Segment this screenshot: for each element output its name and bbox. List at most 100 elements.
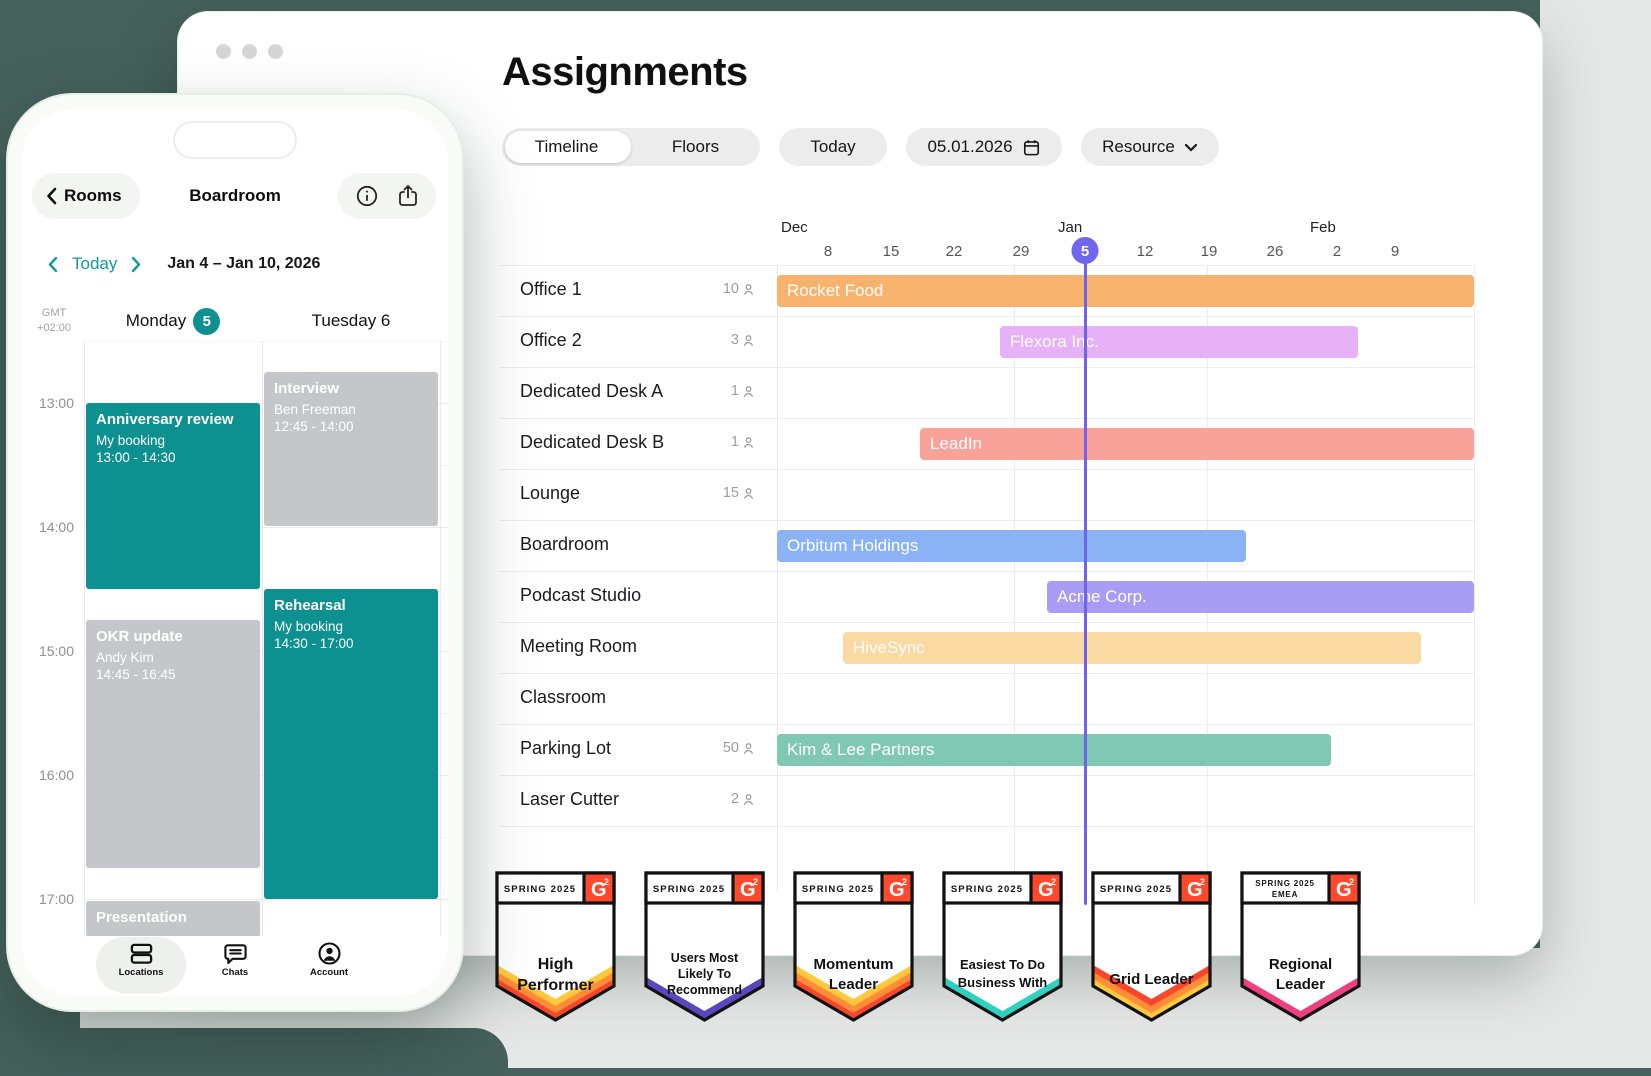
- person-icon: [742, 436, 755, 449]
- phone-screen: Rooms Boardroom Today Jan 4 – Jan: [22, 109, 448, 996]
- date-picker-button[interactable]: 05.01.2026: [906, 128, 1062, 166]
- chevron-left-icon[interactable]: [48, 256, 58, 273]
- tab-label: Chats: [221, 967, 249, 978]
- resource-row[interactable]: Parking Lot 50 Kim & Lee Partners: [500, 725, 1474, 776]
- timeline-tick[interactable]: 9: [1390, 243, 1400, 260]
- svg-text:EMEA: EMEA: [1272, 890, 1298, 899]
- resource-row-track[interactable]: Flexora Inc.: [777, 317, 1474, 367]
- resource-row-track[interactable]: Rocket Food: [777, 266, 1474, 316]
- svg-text:2: 2: [902, 877, 907, 887]
- g2-badge-users-most-likely-to-recommend: G 2 SPRING 2025 Users Most Likely To Recommen…: [641, 868, 768, 1028]
- resource-name: Parking Lot: [520, 738, 612, 758]
- back-button[interactable]: Rooms: [32, 173, 140, 219]
- resource-capacity: 15: [660, 485, 755, 501]
- calendar-event[interactable]: Presentation: [86, 901, 260, 936]
- view-toggle[interactable]: Timeline Floors: [502, 128, 760, 166]
- booking-bar[interactable]: HiveSync: [843, 632, 1421, 664]
- day-header-tuesday[interactable]: Tuesday 6: [311, 311, 391, 330]
- chevron-right-icon[interactable]: [131, 256, 141, 273]
- timeline-tick[interactable]: 15: [882, 243, 900, 260]
- resource-row-track[interactable]: [777, 776, 1474, 826]
- window-control-dot[interactable]: [242, 44, 257, 59]
- calendar-event[interactable]: Interview Ben Freeman 12:45 - 14:00: [264, 372, 438, 526]
- resource-dropdown[interactable]: Resource: [1081, 128, 1219, 166]
- resource-row[interactable]: Meeting Room HiveSync: [500, 623, 1474, 674]
- event-title: Anniversary review: [96, 411, 234, 428]
- resource-row-track[interactable]: Acme Corp.: [777, 572, 1474, 622]
- resource-row[interactable]: Lounge 15: [500, 470, 1474, 521]
- timeline-tick[interactable]: 5: [1080, 243, 1090, 260]
- svg-text:Leader: Leader: [829, 976, 878, 993]
- tab-account[interactable]: Account: [282, 936, 376, 996]
- resource-row-track[interactable]: LeadIn: [777, 419, 1474, 469]
- timeline-tick[interactable]: 29: [1012, 243, 1030, 260]
- hour-label: 16:00: [38, 767, 74, 783]
- booking-bar[interactable]: Rocket Food: [777, 275, 1474, 307]
- event-time: 14:30 - 17:00: [274, 636, 354, 651]
- resource-dropdown-label: Resource: [1102, 137, 1175, 156]
- booking-bar[interactable]: Kim & Lee Partners: [777, 734, 1331, 766]
- svg-text:G: G: [1187, 879, 1203, 901]
- hour-gridline: [84, 899, 448, 900]
- resource-name: Office 1: [520, 279, 582, 299]
- booking-bar[interactable]: Acme Corp.: [1047, 581, 1474, 613]
- today-link[interactable]: Today: [72, 254, 118, 273]
- tab-timeline[interactable]: Timeline: [534, 137, 599, 156]
- resource-row-track[interactable]: HiveSync: [777, 623, 1474, 673]
- calendar-event[interactable]: Rehearsal My booking 14:30 - 17:00: [264, 589, 438, 899]
- timeline-tick[interactable]: 12: [1136, 243, 1154, 260]
- share-icon[interactable]: [397, 184, 419, 208]
- day-header-monday[interactable]: Monday 5: [84, 305, 262, 337]
- timeline-gantt: Dec Jan Feb 8 15 22 29 5 12 19 26 2 9 Office 1 10 Rocke…: [178, 12, 1542, 955]
- resource-capacity: 50: [660, 740, 755, 756]
- booking-bar[interactable]: Orbitum Holdings: [777, 530, 1246, 562]
- svg-text:Users Most: Users Most: [671, 951, 739, 965]
- resource-row[interactable]: Office 2 3 Flexora Inc.: [500, 317, 1474, 368]
- resource-row-track[interactable]: [777, 470, 1474, 520]
- person-icon: [742, 487, 755, 500]
- tab-floors[interactable]: Floors: [671, 137, 720, 156]
- resource-row-track[interactable]: Kim & Lee Partners: [777, 725, 1474, 775]
- timeline-tick[interactable]: 26: [1266, 243, 1284, 260]
- event-title: Rehearsal: [274, 597, 346, 614]
- timeline-tick[interactable]: 2: [1332, 243, 1342, 260]
- resource-row[interactable]: Office 1 10 Rocket Food: [500, 266, 1474, 317]
- hour-label: 17:00: [38, 891, 74, 907]
- booking-bar[interactable]: LeadIn: [920, 428, 1474, 460]
- timeline-tick[interactable]: 8: [823, 243, 833, 260]
- resource-row[interactable]: Podcast Studio Acme Corp.: [500, 572, 1474, 623]
- timeline-tick[interactable]: 19: [1200, 243, 1218, 260]
- resource-row-track[interactable]: [777, 368, 1474, 418]
- svg-text:Leader: Leader: [1276, 976, 1325, 993]
- timeline-gridline: [1474, 265, 1475, 905]
- window-control-dot[interactable]: [216, 44, 231, 59]
- resource-row[interactable]: Classroom: [500, 674, 1474, 725]
- toolbar: Timeline Floors Today 05.01.2026 Resourc…: [502, 128, 1219, 166]
- resource-row[interactable]: Laser Cutter 2: [500, 776, 1474, 827]
- resource-name: Meeting Room: [520, 636, 638, 656]
- event-subtitle: My booking: [96, 433, 166, 448]
- svg-text:High: High: [538, 956, 574, 973]
- svg-text:Regional: Regional: [1269, 956, 1332, 973]
- calendar-event[interactable]: Anniversary review My booking 13:00 - 14:3…: [86, 403, 260, 589]
- resource-name: Lounge: [520, 483, 581, 503]
- tab-locations[interactable]: Locations: [94, 936, 188, 996]
- svg-text:Easiest To Do: Easiest To Do: [960, 957, 1045, 972]
- timezone-label: GMT +02:00: [26, 306, 82, 336]
- resource-capacity: 2: [660, 791, 755, 807]
- resource-row[interactable]: Dedicated Desk B 1 LeadIn: [500, 419, 1474, 470]
- tab-chats[interactable]: Chats: [188, 936, 282, 996]
- today-button[interactable]: Today: [779, 128, 887, 166]
- resource-row-track[interactable]: Orbitum Holdings: [777, 521, 1474, 571]
- booking-bar[interactable]: Flexora Inc.: [1000, 326, 1358, 358]
- resource-row[interactable]: Boardroom Orbitum Holdings: [500, 521, 1474, 572]
- g2-badge-momentum-leader: G 2 SPRING 2025 Momentum Leader: [790, 868, 917, 1028]
- window-control-dot[interactable]: [268, 44, 283, 59]
- resource-row-track[interactable]: [777, 674, 1474, 724]
- person-icon: [742, 793, 755, 806]
- svg-text:2: 2: [1349, 877, 1354, 887]
- calendar-event[interactable]: OKR update Andy Kim 14:45 - 16:45: [86, 620, 260, 868]
- info-icon[interactable]: [355, 184, 379, 208]
- timeline-tick[interactable]: 22: [945, 243, 963, 260]
